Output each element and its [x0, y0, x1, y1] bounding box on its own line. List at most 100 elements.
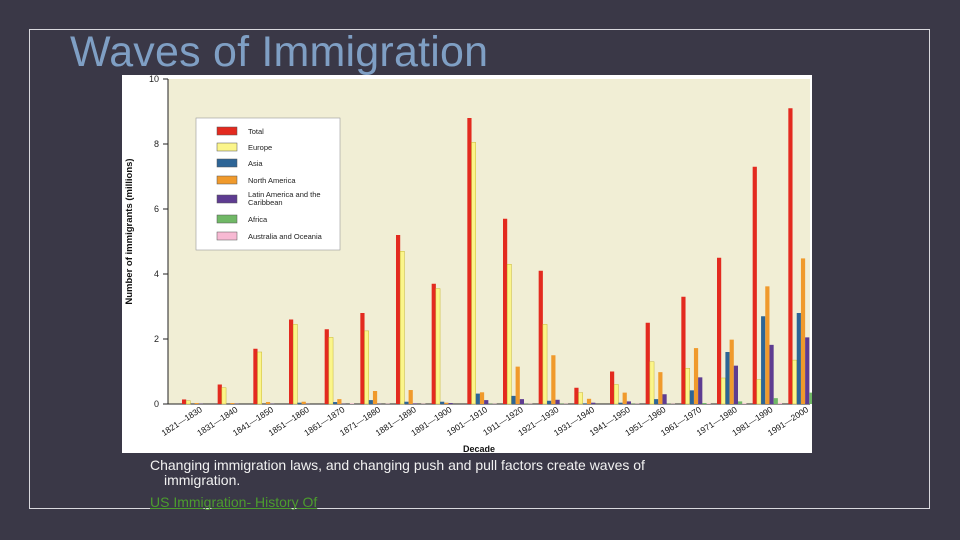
legend-swatch — [216, 231, 238, 241]
bar-asia — [475, 393, 480, 404]
bar-europe — [399, 251, 405, 405]
bar-europe — [720, 377, 726, 405]
bar-total — [610, 371, 615, 404]
y-tick-label: 2 — [154, 334, 159, 344]
bar-latin-america-and-the-caribbean — [555, 399, 560, 404]
y-tick-label: 0 — [154, 399, 159, 409]
bar-latin-america-and-the-caribbean — [591, 402, 596, 404]
bar-total — [396, 235, 401, 404]
bar-latin-america-and-the-caribbean — [412, 403, 417, 404]
legend-swatch — [216, 126, 238, 136]
bar-total — [788, 108, 793, 404]
legend-label: Europe — [248, 143, 272, 152]
bar-europe — [542, 324, 548, 405]
source-link[interactable]: US Immigration- History Of — [150, 494, 318, 510]
x-tick-label: 1991—2000 — [766, 404, 811, 438]
bar-europe — [257, 351, 262, 405]
caption: Changing immigration laws, and changing … — [150, 458, 790, 488]
legend-label: Latin America and the Caribbean — [248, 190, 321, 207]
bar-latin-america-and-the-caribbean — [626, 401, 631, 404]
bar-australia-and-oceania — [777, 403, 783, 404]
slide-title: Waves of Immigration — [70, 28, 489, 76]
bar-total — [681, 296, 686, 404]
bar-north-america — [515, 366, 520, 404]
bar-total — [645, 322, 650, 404]
bar-total — [217, 384, 222, 404]
legend-label-line: Latin America and the — [248, 190, 321, 199]
bar-africa — [809, 392, 812, 404]
bar-latin-america-and-the-caribbean — [769, 344, 774, 404]
bar-north-america — [693, 348, 699, 404]
bar-australia-and-oceania — [742, 403, 747, 404]
bar-asia — [404, 401, 409, 404]
bar-europe — [506, 264, 512, 405]
bar-latin-america-and-the-caribbean — [662, 394, 667, 404]
immigration-bar-chart: 0 2 4 6 8 10 Number of immigrants (millions) 18… — [122, 75, 812, 453]
y-tick-label: 4 — [154, 269, 159, 279]
bar-africa — [702, 403, 707, 404]
bar-north-america — [337, 399, 342, 404]
slide-frame — [29, 29, 930, 509]
bar-total — [717, 257, 722, 404]
bar-africa — [773, 398, 778, 404]
bar-europe — [364, 330, 369, 405]
bar-total — [182, 399, 187, 404]
bar-asia — [725, 352, 730, 404]
bar-asia — [297, 402, 302, 404]
bar-europe — [471, 142, 476, 405]
bar-asia — [368, 400, 373, 404]
bar-asia — [796, 313, 801, 404]
legend-swatch — [216, 214, 238, 224]
bar-latin-america-and-the-caribbean — [698, 377, 703, 404]
bar-total — [538, 270, 543, 404]
legend-label-line: Caribbean — [248, 198, 283, 207]
bar-north-america — [658, 372, 663, 404]
legend-label: Africa — [248, 215, 268, 224]
bar-australia-and-oceania — [706, 403, 711, 404]
bar-north-america — [372, 391, 378, 404]
bar-europe — [756, 379, 762, 405]
bar-asia — [761, 316, 766, 404]
caption-line-2: immigration. — [164, 472, 241, 488]
bar-north-america — [551, 355, 556, 404]
bar-europe — [685, 368, 690, 405]
bar-north-america — [765, 286, 770, 404]
bar-north-america — [479, 392, 485, 404]
bar-total — [752, 166, 757, 404]
bar-asia — [547, 400, 552, 404]
bar-latin-america-and-the-caribbean — [805, 337, 810, 404]
bar-north-america — [729, 339, 734, 404]
bar-north-america — [301, 401, 306, 404]
caption-line-1: Changing immigration laws, and changing … — [150, 457, 645, 473]
bar-total — [503, 218, 508, 404]
bar-north-america — [230, 403, 235, 404]
bar-north-america — [444, 402, 449, 404]
bar-north-america — [194, 403, 199, 404]
bar-latin-america-and-the-caribbean — [448, 403, 453, 404]
bar-asia — [333, 402, 338, 404]
bar-europe — [649, 361, 655, 405]
bar-asia — [654, 399, 659, 404]
y-axis-label: Number of immigrants (millions) — [124, 158, 135, 304]
legend-label: Total — [248, 127, 264, 136]
bar-europe — [292, 324, 298, 405]
legend-label: Australia and Oceania — [248, 232, 323, 241]
bar-north-america — [586, 398, 592, 404]
bar-total — [431, 283, 436, 404]
bar-total — [289, 319, 294, 404]
legend-swatch — [216, 175, 238, 185]
bar-latin-america-and-the-caribbean — [519, 399, 524, 404]
legend-swatch — [216, 142, 238, 152]
y-tick-label: 6 — [154, 204, 159, 214]
bar-north-america — [622, 392, 627, 404]
bar-total — [574, 387, 579, 404]
bar-total — [360, 313, 365, 404]
bar-asia — [689, 390, 694, 404]
legend-swatch — [216, 194, 238, 204]
legend-label: Asia — [248, 159, 263, 168]
bar-asia — [618, 402, 623, 404]
bar-north-america — [265, 402, 271, 404]
bar-europe — [792, 359, 797, 405]
bar-total — [324, 329, 329, 404]
